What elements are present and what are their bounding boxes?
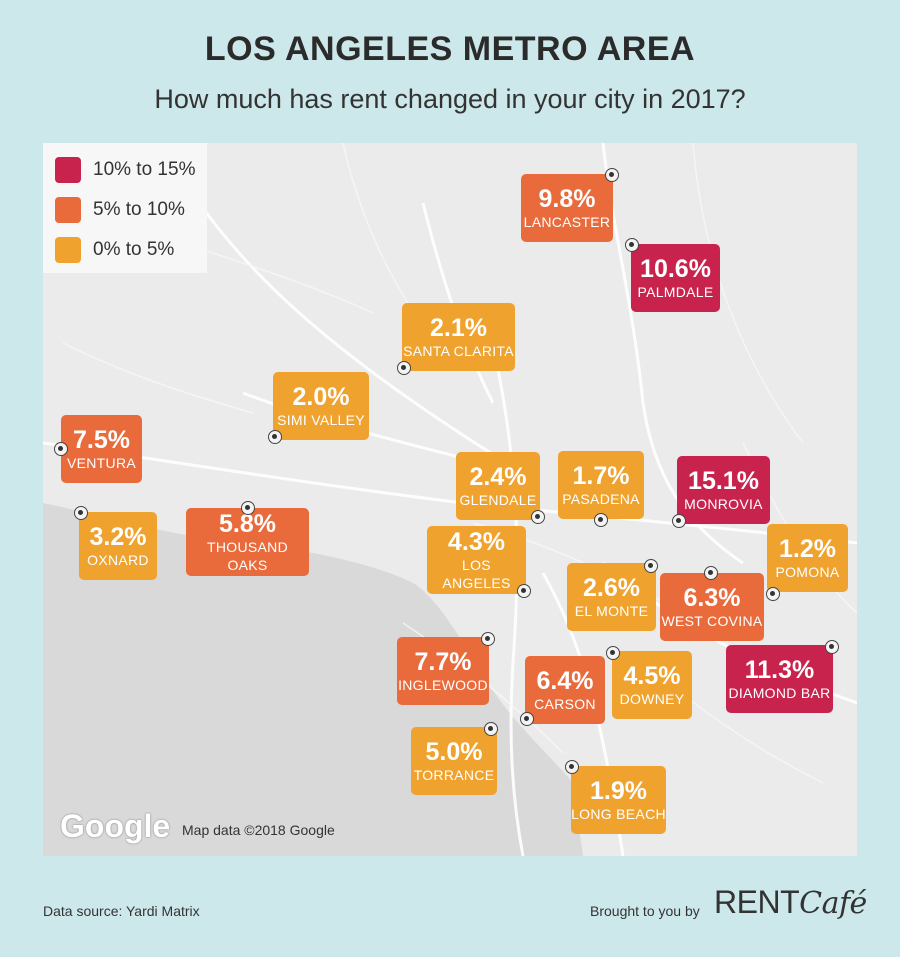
map-marker-pin[interactable] (481, 632, 495, 646)
map-marker-pin[interactable] (605, 168, 619, 182)
legend-label-low: 0% to 5% (93, 239, 175, 260)
city-callout-pasadena: 1.7% PASADENA (558, 451, 644, 519)
legend-label-high: 10% to 15% (93, 159, 196, 180)
legend-swatch-high (55, 157, 81, 183)
page-subtitle: How much has rent changed in your city i… (154, 84, 746, 114)
legend-item-mid: 5% to 10% (55, 197, 185, 223)
city-callout-palmdale: 10.6% PALMDALE (631, 244, 720, 312)
city-name: LONG BEACH (571, 806, 666, 822)
map-marker-pin[interactable] (594, 513, 608, 527)
city-callout-west-covina: 6.3% WEST COVINA (660, 573, 764, 641)
map-attribution: Map data ©2018 Google (182, 822, 335, 838)
city-name: INGLEWOOD (398, 677, 488, 693)
city-percent: 2.4% (469, 463, 527, 491)
city-percent: 7.7% (414, 648, 472, 676)
page-title: LOS ANGELES METRO AREA (204, 30, 696, 68)
city-percent: 10.6% (640, 255, 711, 283)
city-callout-lancaster: 9.8% LANCASTER (521, 174, 613, 242)
map-marker-pin[interactable] (517, 584, 531, 598)
city-percent: 1.7% (572, 462, 630, 490)
city-percent: 2.1% (430, 314, 487, 342)
city-callout-santa-clarita: 2.1% SANTA CLARITA (402, 303, 515, 371)
map-marker-pin[interactable] (520, 712, 534, 726)
map-marker-pin[interactable] (625, 238, 639, 252)
city-name: LOS ANGELES (442, 557, 511, 591)
legend-swatch-mid (55, 197, 81, 223)
city-callout-oxnard: 3.2% OXNARD (79, 512, 157, 580)
logo-main: RENT (714, 884, 800, 920)
city-name: LANCASTER (523, 214, 611, 230)
city-name: CARSON (534, 696, 596, 712)
brought-by: Brought to you by (590, 903, 700, 919)
city-name: TORRANCE (413, 767, 495, 783)
city-callout-pomona: 1.2% POMONA (767, 524, 848, 592)
city-percent: 1.2% (779, 535, 836, 563)
map-marker-pin[interactable] (531, 510, 545, 524)
city-name: DOWNEY (619, 691, 685, 707)
map-marker-pin[interactable] (644, 559, 658, 573)
city-callout-los-angeles: 4.3% LOS ANGELES (427, 526, 526, 594)
city-percent: 6.4% (536, 667, 594, 695)
city-percent: 11.3% (744, 656, 815, 684)
data-source: Data source: Yardi Matrix (43, 903, 200, 919)
city-percent: 4.5% (623, 662, 681, 690)
city-callout-carson: 6.4% CARSON (525, 656, 605, 724)
city-callout-ventura: 7.5% VENTURA (61, 415, 142, 483)
city-name: MONROVIA (684, 496, 763, 512)
map-marker-pin[interactable] (825, 640, 839, 654)
city-name: POMONA (775, 564, 840, 580)
city-percent: 6.3% (683, 584, 741, 612)
map-marker-pin[interactable] (606, 646, 620, 660)
map-marker-pin[interactable] (397, 361, 411, 375)
legend-label-mid: 5% to 10% (93, 199, 185, 220)
city-percent: 3.2% (89, 523, 147, 551)
city-callout-long-beach: 1.9% LONG BEACH (571, 766, 666, 834)
city-percent: 2.0% (292, 383, 350, 411)
google-logo: Google (60, 808, 171, 844)
city-name: GLENDALE (459, 492, 537, 508)
city-name: DIAMOND BAR (728, 685, 831, 701)
logo-script: Café (799, 886, 867, 921)
city-percent: 7.5% (73, 426, 130, 454)
city-name: SANTA CLARITA (403, 343, 514, 359)
map-marker-pin[interactable] (565, 760, 579, 774)
city-name: PASADENA (562, 491, 640, 507)
city-callout-diamond-bar: 11.3% DIAMOND BAR (726, 645, 833, 713)
city-percent: 4.3% (448, 528, 505, 556)
city-callout-downey: 4.5% DOWNEY (612, 651, 692, 719)
map-marker-pin[interactable] (268, 430, 282, 444)
city-name: THOUSAND OAKS (207, 539, 288, 573)
city-percent: 2.6% (583, 574, 640, 602)
city-callout-torrance: 5.0% TORRANCE (411, 727, 497, 795)
city-percent: 1.9% (590, 777, 647, 805)
city-callout-monrovia: 15.1% MONROVIA (677, 456, 770, 524)
city-callout-simi-valley: 2.0% SIMI VALLEY (273, 372, 369, 440)
city-percent: 5.0% (425, 738, 483, 766)
map-marker-pin[interactable] (766, 587, 780, 601)
map-marker-pin[interactable] (704, 566, 718, 580)
city-name: OXNARD (87, 552, 149, 568)
city-name: EL MONTE (574, 603, 649, 619)
city-name: PALMDALE (637, 284, 714, 300)
rentcafe-logo[interactable]: RENTCafé (714, 884, 867, 921)
map-marker-pin[interactable] (54, 442, 68, 456)
legend-item-high: 10% to 15% (55, 157, 195, 183)
city-callout-glendale: 2.4% GLENDALE (456, 452, 540, 520)
legend-item-low: 0% to 5% (55, 237, 174, 263)
map-marker-pin[interactable] (484, 722, 498, 736)
legend-swatch-low (55, 237, 81, 263)
legend: 10% to 15% 5% to 10% 0% to 5% (43, 143, 207, 273)
city-percent: 15.1% (688, 467, 759, 495)
city-callout-inglewood: 7.7% INGLEWOOD (397, 637, 489, 705)
map-marker-pin[interactable] (241, 501, 255, 515)
map-marker-pin[interactable] (74, 506, 88, 520)
city-callout-el-monte: 2.6% EL MONTE (567, 563, 656, 631)
city-name: WEST COVINA (661, 613, 763, 629)
city-callout-thousand-oaks: 5.8% THOUSAND OAKS (186, 508, 309, 576)
city-name: SIMI VALLEY (277, 412, 365, 428)
map-marker-pin[interactable] (672, 514, 686, 528)
city-name: VENTURA (67, 455, 136, 471)
city-percent: 9.8% (538, 185, 596, 213)
